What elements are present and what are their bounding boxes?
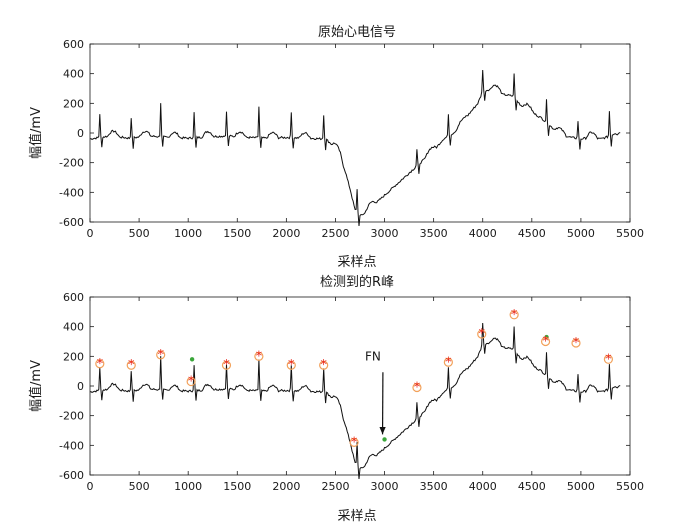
y-tick-label: 600 [63,291,84,304]
x-tick-label: 5500 [616,227,644,240]
xlabel-detected-r: 采样点 [337,509,376,524]
r-peak-circle [221,360,232,370]
r-peak-circle [571,338,581,348]
r-peak-star: * [320,358,327,373]
r-peak-star: * [511,308,518,323]
y-tick-label: -600 [59,216,84,229]
r-peak-circle [603,354,614,364]
x-tick-label: 500 [129,480,150,493]
x-tick-label: 4500 [518,480,546,493]
y-tick-label: -200 [59,157,84,170]
x-tick-label: 3000 [371,480,399,493]
x-tick-label: 3000 [371,227,399,240]
ylabel-detected-r: 幅值/mV [28,360,44,412]
y-tick-label: -600 [59,469,84,482]
ecg-signal-line [89,322,621,480]
r-peak-star: * [605,352,612,367]
x-tick-label: 2000 [272,480,300,493]
r-peak-circle [477,329,487,339]
y-tick-label: -200 [59,410,84,423]
r-peak-star: * [157,348,164,363]
ylabel-raw-ecg: 幅值/mV [28,107,44,159]
x-tick-label: 4000 [469,227,497,240]
xlabel-raw-ecg: 采样点 [337,255,376,270]
true-peak-marker [382,437,387,442]
x-tick-label: 4000 [469,480,497,493]
r-peak-star: * [256,349,263,364]
x-tick-label: 5000 [567,227,595,240]
x-tick-label: 1000 [174,480,202,493]
x-tick-label: 0 [87,480,94,493]
title-detected-r: 检测到的R峰 [320,274,394,290]
r-peak-circle [95,359,105,369]
r-peak-star: * [351,435,358,450]
x-tick-label: 2000 [272,227,300,240]
x-tick-label: 4500 [518,227,546,240]
ecg-signal-line [89,69,621,227]
r-peak-star: * [478,327,485,342]
x-tick-label: 500 [129,227,150,240]
r-peak-circle [509,310,519,320]
r-peak-circle [286,360,296,370]
r-peak-star: * [97,357,104,372]
y-tick-label: 0 [77,127,84,140]
y-tick-label: 400 [63,68,84,81]
r-peak-star: * [414,380,421,395]
r-peak-circle [443,357,453,367]
r-peak-circle [540,336,551,347]
x-tick-label: 1000 [174,227,202,240]
x-tick-label: 2500 [321,480,349,493]
r-peak-circle [126,360,136,370]
x-tick-label: 1500 [223,480,251,493]
r-peak-circle [254,351,264,361]
r-peak-circle [156,350,166,360]
x-tick-label: 1500 [223,227,251,240]
r-peak-star: * [573,336,580,351]
r-peak-star: * [445,355,452,370]
r-peak-circle [186,376,196,387]
r-peak-star: * [288,358,295,373]
r-peak-star: * [542,335,549,350]
fn-annotation-label: FN [365,349,381,363]
y-tick-label: 600 [63,38,84,51]
panel-raw-ecg: 原始心电信号 采样点 幅值/mV 0 500 1000 1500 2000 2500 300… [28,25,644,270]
x-tick-label: 3500 [420,227,448,240]
x-tick-label: 3500 [420,480,448,493]
title-raw-ecg: 原始心电信号 [318,25,396,40]
panel-detected-r: 检测到的R峰 采样点 幅值/mV 0 500 1000 1500 2000 2500 300… [28,274,644,524]
r-peak-circle [319,360,329,370]
y-tick-label: -400 [59,439,84,452]
r-peak-star: * [188,375,195,390]
r-peak-star: * [223,358,230,373]
x-tick-label: 2500 [321,227,349,240]
y-tick-label: 400 [63,321,84,334]
r-peak-star: * [128,358,135,373]
y-tick-label: 0 [77,380,84,393]
y-tick-label: 200 [63,97,84,110]
y-tick-label: 200 [63,350,84,363]
x-tick-label: 0 [87,227,94,240]
fn-arrow-head [379,427,386,435]
r-peak-circle [412,382,422,393]
r-peak-circle [349,437,359,447]
x-tick-label: 5000 [567,480,595,493]
x-tick-label: 5500 [616,480,644,493]
true-peak-marker [189,357,195,362]
y-tick-label: -400 [59,186,84,199]
